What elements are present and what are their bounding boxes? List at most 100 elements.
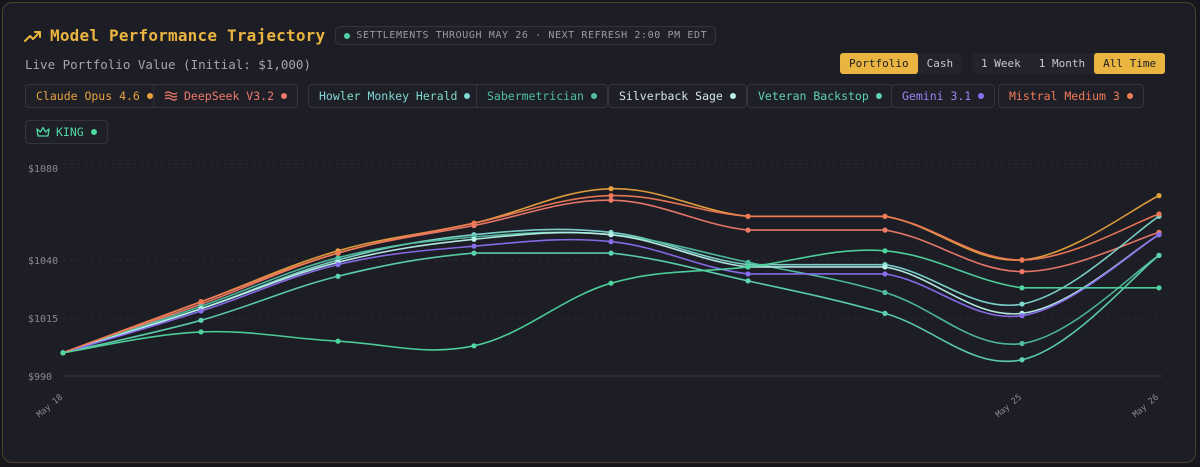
legend-item-silverback-sage[interactable]: Silverback Sage (608, 84, 747, 108)
data-point (608, 232, 614, 238)
legend-dot (90, 129, 97, 135)
legend-label: Gemini 3.1 (902, 89, 972, 103)
data-point (1019, 285, 1025, 291)
data-point (608, 186, 614, 192)
data-point (608, 197, 614, 203)
data-point (882, 271, 888, 277)
data-point (608, 239, 614, 245)
data-point (745, 213, 751, 219)
legend-label: Sabermetrician (487, 89, 584, 103)
legend-item-claude-opus[interactable]: Claude Opus 4.6 (25, 84, 164, 108)
range-1-month-button[interactable]: 1 Month (1030, 53, 1094, 74)
legend-dot (281, 93, 288, 99)
data-point (471, 243, 477, 249)
data-point (198, 317, 204, 323)
data-point (608, 280, 614, 286)
legend-dot (464, 93, 471, 99)
legend-label: Mistral Medium 3 (1009, 89, 1120, 103)
range-toggle: 1 Week 1 Month All Time (972, 53, 1166, 74)
series-line-5 (62, 252, 1160, 363)
y-tick-label: $1040 (28, 256, 58, 267)
legend-dot (978, 93, 985, 99)
legend-label: Veteran Backstop (758, 89, 869, 103)
y-tick-label: $1015 (28, 314, 58, 325)
cash-button[interactable]: Cash (918, 53, 963, 74)
legend-item-gemini[interactable]: Gemini 3.1 (891, 84, 996, 108)
data-point (1156, 285, 1162, 291)
data-point (882, 264, 888, 270)
data-point (1156, 232, 1162, 238)
data-point (1156, 193, 1162, 199)
data-point (198, 329, 204, 335)
x-tick-label: May 18 (35, 393, 65, 420)
legend-dot (146, 93, 153, 99)
data-point (1019, 257, 1025, 263)
legend-label: Howler Monkey Herald (319, 89, 458, 103)
line-chart: $990 $1015 $1040 $1080 May 18 May 25 May 26 (28, 163, 1162, 420)
legend-label: DeepSeek V3.2 (184, 89, 275, 103)
data-point (471, 343, 477, 349)
data-point (1019, 357, 1025, 363)
data-point (198, 308, 204, 314)
legend-item-howler-monkey-herald[interactable]: Howler Monkey Herald (308, 84, 482, 108)
data-point (745, 271, 751, 277)
legend-label: Silverback Sage (619, 89, 723, 103)
range-all-time-button[interactable]: All Time (1094, 53, 1166, 74)
data-point (1019, 301, 1025, 307)
data-point (335, 262, 341, 268)
data-point (745, 259, 751, 265)
legend-label: Claude Opus 4.6 (36, 89, 140, 103)
range-1-week-button[interactable]: 1 Week (972, 53, 1030, 74)
legend-dot (875, 93, 882, 99)
trending-up-icon (24, 30, 41, 42)
data-point (1019, 313, 1025, 319)
legend-item-mistral-medium[interactable]: Mistral Medium 3 (998, 84, 1144, 108)
data-point (60, 350, 66, 356)
status-badge: SETTLEMENTS THROUGH MAY 26 · NEXT REFRES… (335, 26, 717, 45)
title-row: Model Performance Trajectory SETTLEMENTS… (24, 26, 717, 45)
data-point (198, 299, 204, 305)
legend-dot (729, 93, 736, 99)
deepseek-wave-icon (164, 91, 178, 101)
data-point (608, 193, 614, 199)
data-point (335, 338, 341, 344)
view-toggle: Portfolio Cash (840, 53, 963, 74)
data-point (882, 248, 888, 254)
data-point (608, 250, 614, 256)
data-point (882, 213, 888, 219)
page-title: Model Performance Trajectory (50, 26, 326, 45)
data-point (335, 250, 341, 256)
x-tick-label: May 26 (1131, 393, 1161, 420)
data-point (745, 227, 751, 233)
data-point (882, 289, 888, 296)
legend-item-deepseek[interactable]: DeepSeek V3.2 (153, 84, 299, 108)
portfolio-button[interactable]: Portfolio (840, 53, 918, 74)
series-line-7 (62, 194, 1160, 354)
status-text: SETTLEMENTS THROUGH MAY 26 · NEXT REFRES… (356, 30, 708, 41)
data-point (1019, 340, 1025, 347)
data-point (471, 250, 477, 256)
legend-item-veteran-backstop[interactable]: Veteran Backstop (747, 84, 893, 108)
series-line-1 (62, 199, 1160, 354)
legend-dot (1126, 93, 1133, 99)
data-point (1156, 211, 1162, 217)
crown-icon (36, 126, 50, 137)
chart-subtitle: Live Portfolio Value (Initial: $1,000) (25, 57, 311, 72)
y-tick-label: $1080 (28, 164, 58, 175)
data-point (335, 255, 341, 261)
data-point (882, 227, 888, 233)
data-point (471, 220, 477, 226)
series-line-0 (62, 187, 1160, 354)
data-point (882, 310, 888, 316)
legend-label: KING (56, 125, 84, 139)
data-point (471, 236, 477, 242)
legend-item-king[interactable]: KING (25, 120, 108, 144)
legend-dot (590, 93, 597, 99)
data-point (745, 264, 751, 270)
legend-item-sabermetrician[interactable]: Sabermetrician (476, 84, 608, 108)
data-point (335, 273, 341, 279)
data-point (1156, 252, 1162, 258)
data-point (1019, 269, 1025, 275)
x-tick-label: May 25 (994, 393, 1024, 420)
